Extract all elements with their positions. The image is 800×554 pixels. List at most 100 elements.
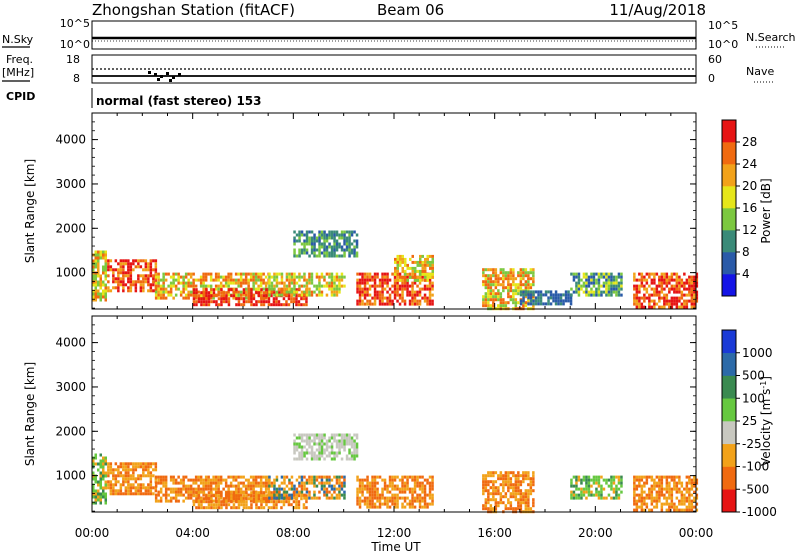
velocity-echo-cell xyxy=(305,436,309,440)
power-echo-cell xyxy=(373,287,377,291)
power-echo-cell xyxy=(595,281,598,285)
power-echo-cell xyxy=(157,293,160,297)
velocity-echo-cell xyxy=(275,500,278,504)
velocity-echo-cell xyxy=(202,497,206,501)
power-echo-cell xyxy=(152,274,155,278)
velocity-echo-cell xyxy=(670,505,674,509)
power-echo-cell xyxy=(350,233,354,237)
velocity-echo-cell xyxy=(522,480,525,484)
velocity-echo-cell xyxy=(688,487,691,491)
power-echo-cell xyxy=(509,268,513,272)
power-echo-cell xyxy=(283,284,286,288)
velocity-echo-cell xyxy=(358,490,362,494)
velocity-echo-cell xyxy=(431,481,434,485)
velocity-echo-cell xyxy=(273,478,276,482)
velocity-echo-cell xyxy=(132,483,135,487)
velocity-echo-cell xyxy=(358,502,362,506)
power-echo-cell xyxy=(302,297,306,301)
power-echo-cell xyxy=(227,275,230,279)
power-echo-cell xyxy=(315,275,319,279)
power-echo-cell xyxy=(695,296,699,300)
velocity-echo-cell xyxy=(99,459,102,463)
power-echo-cell xyxy=(424,260,427,264)
power-echo-cell xyxy=(247,281,250,285)
velocity-echo-cell xyxy=(210,500,213,504)
power-echo-cell xyxy=(660,296,664,300)
power-echo-cell xyxy=(270,287,274,291)
power-echo-cell xyxy=(310,236,314,240)
velocity-echo-cell xyxy=(119,462,123,466)
power-echo-cell xyxy=(569,299,573,303)
velocity-echo-cell xyxy=(600,475,603,479)
velocity-echo-cell xyxy=(290,481,294,485)
velocity-echo-cell xyxy=(633,499,636,503)
power-echo-cell xyxy=(254,272,258,276)
power-echo-cell xyxy=(169,281,173,285)
power-echo-cell xyxy=(119,277,123,281)
velocity-echo-cell xyxy=(668,502,671,506)
power-echo-cell xyxy=(227,293,230,297)
power-echo-cell xyxy=(313,245,316,249)
velocity-echo-cell xyxy=(154,477,158,481)
velocity-echo-cell xyxy=(310,439,314,443)
power-echo-cell xyxy=(265,291,268,295)
velocity-echo-cell xyxy=(688,505,691,509)
power-echo-cell xyxy=(182,290,185,294)
power-echo-cell xyxy=(499,304,503,308)
power-echo-cell xyxy=(254,281,258,285)
power-echo-cell xyxy=(607,284,611,288)
power-echo-cell xyxy=(259,281,263,285)
power-echo-cell xyxy=(353,230,356,234)
power-echo-cell xyxy=(524,290,528,294)
velocity-echo-cell xyxy=(411,496,414,500)
velocity-echo-cell xyxy=(293,433,296,437)
velocity-echo-cell xyxy=(675,505,679,509)
power-echo-cell xyxy=(590,287,593,291)
velocity-echo-cell xyxy=(154,481,158,485)
power-echo-cell xyxy=(607,278,611,282)
velocity-echo-cell xyxy=(532,483,535,487)
velocity-echo-cell xyxy=(572,493,576,497)
power-echo-cell xyxy=(660,284,664,288)
velocity-echo-cell xyxy=(278,493,281,497)
velocity-echo-cell xyxy=(423,502,427,506)
power-echo-cell xyxy=(673,296,676,300)
velocity-echo-cell xyxy=(635,484,639,488)
power-echo-cell xyxy=(127,274,130,278)
velocity-echo-cell xyxy=(494,480,498,484)
velocity-echo-cell xyxy=(295,506,298,510)
velocity-echo-cell xyxy=(502,477,505,481)
velocity-echo-cell xyxy=(504,480,508,484)
power-echo-cell xyxy=(517,274,520,278)
power-echo-cell xyxy=(127,280,130,284)
velocity-echo-cell xyxy=(275,506,278,510)
power-echo-cell xyxy=(310,230,314,234)
power-echo-cell xyxy=(615,293,618,297)
freq-dip xyxy=(148,71,181,82)
power-echo-cell xyxy=(670,299,674,303)
velocity-echo-cell xyxy=(310,448,314,452)
power-echo-cell xyxy=(122,289,125,293)
power-echo-cell xyxy=(386,284,389,288)
power-echo-cell xyxy=(320,230,324,234)
velocity-echo-cell xyxy=(172,490,175,494)
velocity-echo-cell xyxy=(330,487,334,491)
velocity-colorbar-segment xyxy=(722,398,736,422)
velocity-echo-cell xyxy=(665,481,669,485)
velocity-echo-cell xyxy=(378,499,382,503)
velocity-echo-cell xyxy=(494,489,498,493)
velocity-echo-cell xyxy=(524,507,528,511)
velocity-echo-cell xyxy=(348,433,351,437)
power-echo-cell xyxy=(514,283,518,287)
velocity-echo-cell xyxy=(640,499,644,503)
velocity-echo-cell xyxy=(207,484,210,488)
power-echo-cell xyxy=(494,286,498,290)
velocity-echo-cell xyxy=(169,475,173,479)
power-echo-cell xyxy=(333,254,336,258)
power-echo-cell xyxy=(335,248,339,252)
velocity-echo-cell xyxy=(192,503,196,507)
power-echo-cell xyxy=(234,293,238,297)
power-echo-cell xyxy=(338,236,341,240)
velocity-echo-cell xyxy=(653,478,656,482)
power-echo-cell xyxy=(612,287,616,291)
